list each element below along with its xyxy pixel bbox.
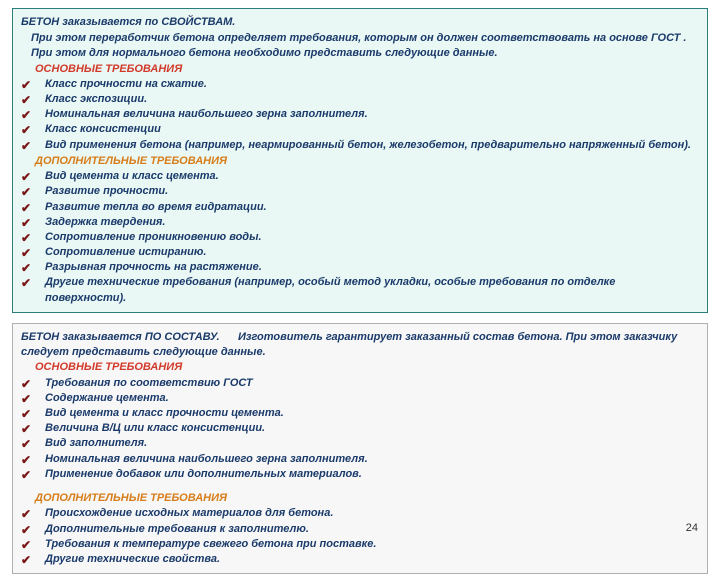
list-item-text: Задержка твердения.	[45, 216, 165, 228]
list-item: ✔ Величина В/Ц или класс консистенции.	[21, 421, 699, 436]
list-item: ✔ Номинальная величина наибольшего зерна …	[21, 452, 699, 467]
list-item-text: Класс экспозиции.	[45, 93, 147, 105]
check-icon: ✔	[21, 230, 31, 247]
box1-title-a: БЕТОН заказывается по	[21, 16, 158, 28]
check-icon: ✔	[21, 275, 31, 292]
list-item-text: Сопротивление проникновению воды.	[45, 231, 262, 243]
list-item: ✔ Вид цемента и класс цемента.	[21, 169, 699, 184]
box1-intro: При этом переработчик бетона определяет …	[21, 31, 699, 61]
check-icon: ✔	[21, 467, 31, 484]
list-item-text: Класс прочности на сжатие.	[45, 78, 207, 90]
page-number: 24	[686, 522, 698, 534]
list-item-text: Другие технические требования (например,…	[45, 276, 615, 303]
list-item: ✔ Сопротивление истиранию.	[21, 245, 699, 260]
list-item: ✔ Номинальная величина наибольшего зерна …	[21, 107, 699, 122]
box1-title-b: СВОЙСТВАМ.	[161, 16, 235, 28]
check-icon: ✔	[21, 245, 31, 262]
list-item: ✔ Дополнительные требования к заполнителю…	[21, 522, 699, 537]
list-item-text: Развитие тепла во время гидратации.	[45, 201, 267, 213]
composition-box: БЕТОН заказывается ПО СОСТАВУ. Изготовит…	[12, 323, 708, 574]
check-icon: ✔	[21, 169, 31, 186]
list-item: ✔ Развитие тепла во время гидратации.	[21, 200, 699, 215]
list-item-text: Применение добавок или дополнительных ма…	[45, 468, 362, 480]
list-item: ✔ Задержка твердения.	[21, 215, 699, 230]
list-item-text: Величина В/Ц или класс консистенции.	[45, 422, 265, 434]
list-item: ✔ Вид применения бетона (например, неарми…	[21, 138, 699, 153]
check-icon: ✔	[21, 184, 31, 201]
check-icon: ✔	[21, 421, 31, 438]
check-icon: ✔	[21, 406, 31, 423]
list-item-text: Содержание цемента.	[45, 392, 169, 404]
list-item-text: Сопротивление истиранию.	[45, 246, 206, 258]
check-icon: ✔	[21, 436, 31, 453]
check-icon: ✔	[21, 260, 31, 277]
list-item-text: Дополнительные требования к заполнителю.	[45, 523, 309, 535]
list-item: ✔ Класс прочности на сжатие.	[21, 77, 699, 92]
check-icon: ✔	[21, 122, 31, 139]
list-item-text: Вид заполнителя.	[45, 437, 147, 449]
list-item-text: Происхождение исходных материалов для бе…	[45, 507, 333, 519]
list-item: ✔ Вид цемента и класс прочности цемента.	[21, 406, 699, 421]
check-icon: ✔	[21, 376, 31, 393]
check-icon: ✔	[21, 92, 31, 109]
check-icon: ✔	[21, 200, 31, 217]
list-item: ✔ Содержание цемента.	[21, 391, 699, 406]
box1-main-list: ✔ Класс прочности на сжатие. ✔ Класс экспо…	[21, 77, 699, 153]
spacer	[21, 482, 699, 490]
check-icon: ✔	[21, 215, 31, 232]
box2-main-label: ОСНОВНЫЕ ТРЕБОВАНИЯ	[21, 360, 699, 375]
list-item-text: Требования по соответствию ГОСТ	[45, 377, 253, 389]
list-item: ✔ Другие технические требования (например…	[21, 275, 699, 305]
box2-title-b: ПО СОСТАВУ.	[145, 331, 220, 343]
list-item-text: Разрывная прочность на растяжение.	[45, 261, 262, 273]
box2-addl-list: ✔ Происхождение исходных материалов для б…	[21, 506, 699, 567]
box2-main-list: ✔ Требования по соответствию ГОСТ ✔ Содерж…	[21, 376, 699, 482]
list-item-text: Номинальная величина наибольшего зерна з…	[45, 108, 368, 120]
list-item-text: Вид цемента и класс цемента.	[45, 170, 219, 182]
list-item: ✔ Требования по соответствию ГОСТ	[21, 376, 699, 391]
box1-addl-label: ДОПОЛНИТЕЛЬНЫЕ ТРЕБОВАНИЯ	[21, 154, 699, 169]
list-item: ✔ Другие технические свойства.	[21, 552, 699, 567]
list-item: ✔Требования к температуре свежего бетона…	[21, 537, 699, 552]
list-item-text: Номинальная величина наибольшего зерна з…	[45, 453, 368, 465]
list-item-text: Другие технические свойства.	[45, 553, 220, 565]
check-icon: ✔	[21, 552, 31, 569]
slide-page: БЕТОН заказывается по СВОЙСТВАМ. При это…	[0, 0, 720, 540]
check-icon: ✔	[21, 391, 31, 408]
box2-title-a: БЕТОН заказывается	[21, 331, 142, 343]
list-item: ✔ Происхождение исходных материалов для б…	[21, 506, 699, 521]
list-item: ✔ Класс консистенции	[21, 122, 699, 137]
box2-title: БЕТОН заказывается ПО СОСТАВУ. Изготовит…	[21, 330, 699, 360]
list-item: ✔ Вид заполнителя.	[21, 436, 699, 451]
list-item: ✔ Сопротивление проникновению воды.	[21, 230, 699, 245]
list-item-text: Класс консистенции	[45, 123, 161, 135]
list-item: ✔ Применение добавок или дополнительных м…	[21, 467, 699, 482]
check-icon: ✔	[21, 452, 31, 469]
list-item: ✔ Класс экспозиции.	[21, 92, 699, 107]
check-icon: ✔	[21, 107, 31, 124]
list-item: ✔ Развитие прочности.	[21, 184, 699, 199]
check-icon: ✔	[21, 506, 31, 523]
check-icon: ✔	[21, 77, 31, 94]
list-item-text: Развитие прочности.	[45, 185, 168, 197]
check-icon: ✔	[21, 537, 31, 554]
list-item-text: Вид цемента и класс прочности цемента.	[45, 407, 284, 419]
box1-title: БЕТОН заказывается по СВОЙСТВАМ.	[21, 15, 699, 30]
box2-addl-label: ДОПОЛНИТЕЛЬНЫЕ ТРЕБОВАНИЯ	[21, 491, 699, 506]
list-item: ✔ Разрывная прочность на растяжение.	[21, 260, 699, 275]
list-item-text: Вид применения бетона (например, неармир…	[45, 139, 691, 151]
properties-box: БЕТОН заказывается по СВОЙСТВАМ. При это…	[12, 8, 708, 313]
box1-addl-list: ✔ Вид цемента и класс цемента. ✔ Развитие …	[21, 169, 699, 306]
check-icon: ✔	[21, 522, 31, 539]
box1-main-label: ОСНОВНЫЕ ТРЕБОВАНИЯ	[21, 62, 699, 77]
check-icon: ✔	[21, 138, 31, 155]
